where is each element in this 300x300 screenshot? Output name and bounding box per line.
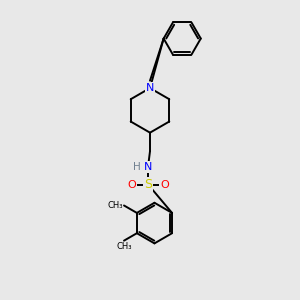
Text: CH₃: CH₃ — [107, 201, 123, 210]
Text: N: N — [146, 83, 154, 93]
Text: O: O — [128, 180, 136, 190]
Text: CH₃: CH₃ — [116, 242, 132, 251]
Text: N: N — [144, 162, 152, 172]
Text: S: S — [144, 178, 152, 191]
Text: H: H — [133, 162, 141, 172]
Text: O: O — [160, 180, 169, 190]
